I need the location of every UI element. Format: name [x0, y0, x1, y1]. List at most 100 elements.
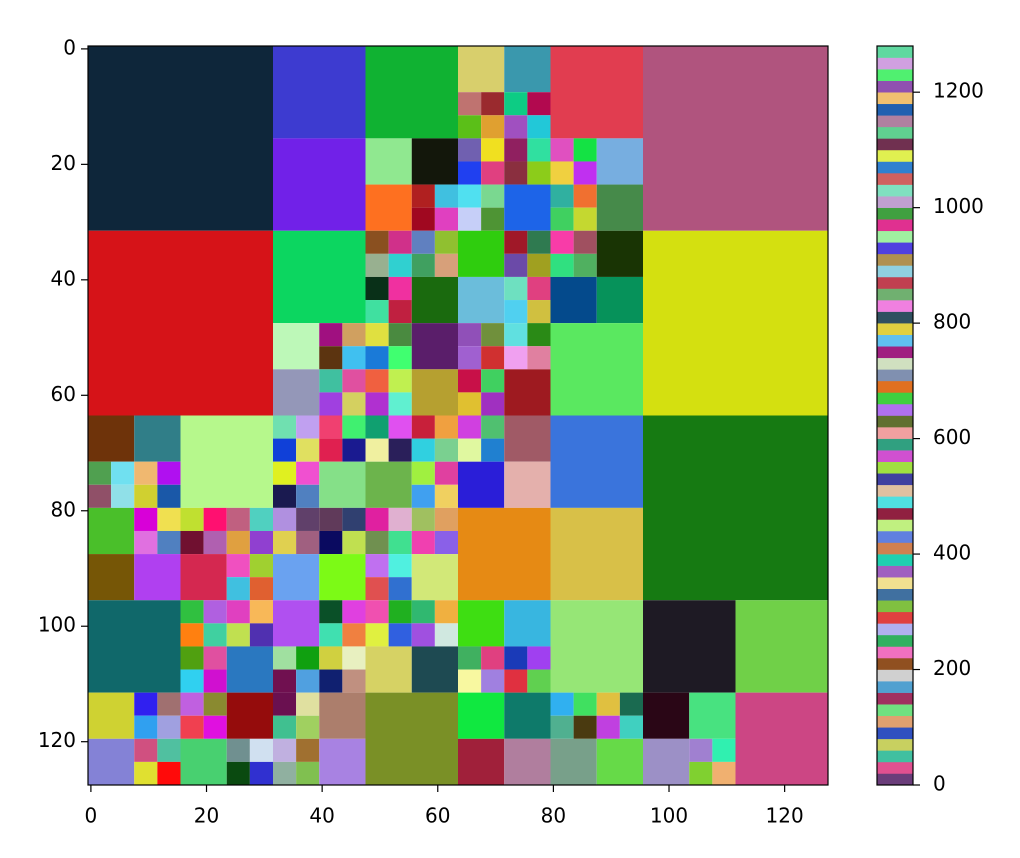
- segment-cell: [527, 230, 551, 254]
- segment-cell: [458, 692, 505, 739]
- segment-cell: [342, 600, 366, 624]
- segment-cell: [226, 761, 250, 785]
- y-tick-label: 0: [63, 35, 76, 59]
- segment-cell: [180, 415, 273, 508]
- segment-cell: [411, 323, 458, 370]
- segment-cell: [157, 692, 181, 716]
- segment-cell: [273, 669, 297, 693]
- colorbar-stripe: [877, 438, 913, 451]
- colorbar-stripe: [877, 704, 913, 717]
- plot-frame: [87, 45, 829, 786]
- segment-cell: [365, 438, 389, 462]
- segment-cell: [458, 600, 505, 647]
- y-tick-label: 100: [38, 613, 76, 637]
- colorbar-stripe: [877, 600, 913, 613]
- x-tick-label: 60: [425, 804, 450, 828]
- segment-cell: [619, 692, 643, 716]
- segment-cell: [296, 507, 320, 531]
- colorbar-stripe: [877, 323, 913, 335]
- segment-cell: [365, 623, 389, 647]
- segment-cell: [458, 669, 482, 693]
- segment-cell: [388, 415, 412, 439]
- segment-cell: [180, 554, 227, 601]
- segment-cell: [365, 461, 412, 508]
- segment-cell: [411, 554, 458, 601]
- colorbar-stripe: [877, 149, 913, 162]
- colorbar-stripe: [877, 92, 913, 105]
- segment-cell: [365, 230, 389, 254]
- colorbar-tick-label: 1200: [933, 79, 984, 103]
- segment-cell: [273, 530, 297, 555]
- segment-cell: [481, 207, 505, 231]
- segment-cell: [735, 692, 828, 785]
- colorbar-stripe: [877, 415, 913, 428]
- colorbar-stripe: [877, 496, 913, 509]
- segment-cell: [458, 392, 482, 416]
- colorbar-stripe: [877, 196, 913, 208]
- segment-cell: [342, 438, 366, 462]
- segment-cell: [504, 669, 528, 693]
- segment-cell: [180, 530, 204, 555]
- colorbar-stripe: [877, 311, 913, 324]
- segment-cell: [273, 46, 366, 139]
- x-tick-label: 20: [194, 804, 219, 828]
- segment-cell: [458, 92, 482, 116]
- segment-cell: [365, 300, 389, 324]
- colorbar-stripe: [877, 300, 913, 312]
- segment-cell: [550, 253, 574, 277]
- y-tick-label: 20: [51, 151, 76, 175]
- colorbar-tick-label: 400: [933, 541, 971, 565]
- segment-cell: [458, 346, 482, 370]
- colorbar-stripe: [877, 715, 913, 728]
- segment-cell: [365, 646, 412, 693]
- colorbar-stripe: [877, 173, 913, 185]
- segment-cell: [434, 184, 458, 208]
- segment-cell: [342, 646, 366, 670]
- segment-cell: [203, 669, 227, 693]
- segment-cell: [203, 623, 227, 647]
- segment-cell: [273, 554, 320, 601]
- segment-cell: [157, 530, 181, 555]
- y-tick-label: 80: [51, 497, 76, 521]
- colorbar-stripe: [877, 565, 913, 578]
- segment-cell: [735, 600, 828, 693]
- segment-cell: [527, 138, 551, 162]
- colorbar-stripe: [877, 519, 913, 532]
- colorbar-stripe: [877, 161, 913, 174]
- segment-cell: [226, 623, 250, 647]
- colorbar-stripe: [877, 554, 913, 566]
- colorbar-stripe: [877, 507, 913, 520]
- segment-cell: [157, 507, 181, 531]
- segment-cell: [458, 415, 482, 439]
- y-tick-label: 40: [51, 266, 76, 290]
- colorbar-stripe: [877, 403, 913, 416]
- segment-cell: [273, 484, 297, 508]
- segment-cell: [458, 646, 482, 670]
- segment-cell: [319, 323, 343, 347]
- segment-cell: [458, 438, 482, 462]
- segment-cell: [203, 646, 227, 670]
- segment-cell: [319, 530, 343, 555]
- segment-cell: [411, 530, 435, 555]
- segment-cell: [134, 761, 158, 785]
- segment-cell: [596, 230, 643, 277]
- segment-cell: [157, 484, 181, 508]
- colorbar-stripe: [877, 450, 913, 462]
- segment-cell: [180, 600, 204, 624]
- segment-cell: [319, 438, 343, 462]
- segment-cell: [226, 530, 250, 555]
- segment-cell: [596, 692, 620, 716]
- segment-cell: [388, 323, 412, 347]
- segment-cell: [596, 276, 643, 324]
- segment-cell: [504, 184, 551, 231]
- segment-cell: [550, 738, 597, 785]
- colorbar-stripe: [877, 542, 913, 555]
- segment-cell: [550, 207, 574, 231]
- segment-cell: [573, 692, 597, 716]
- segment-cell: [88, 692, 135, 739]
- segment-cell: [296, 761, 320, 785]
- segment-cell: [504, 646, 528, 670]
- segment-cell: [180, 669, 204, 693]
- segment-cell: [481, 346, 505, 370]
- segment-cell: [226, 738, 250, 762]
